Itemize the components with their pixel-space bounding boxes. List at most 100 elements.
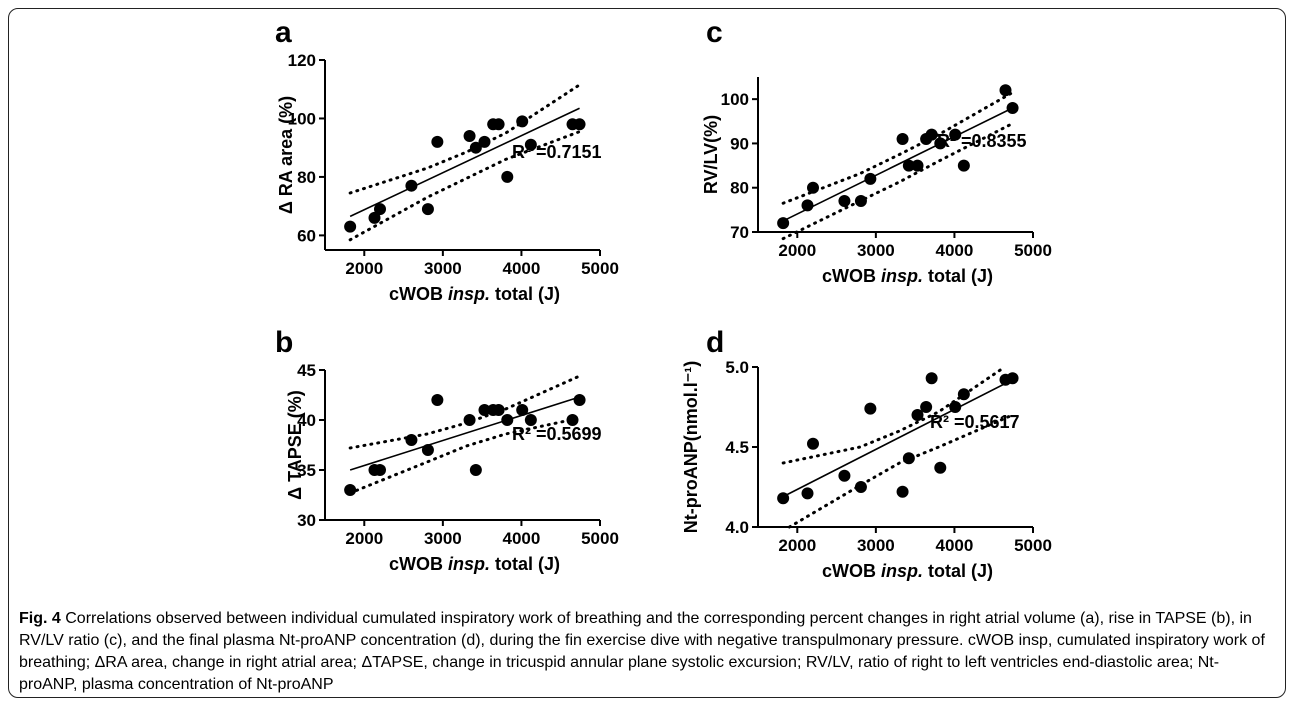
panel-letter-c: c — [706, 16, 723, 49]
data-point — [801, 487, 814, 500]
y-tick-label: 70 — [730, 223, 749, 242]
ci-lower-line — [348, 416, 582, 495]
ci-lower-line — [787, 413, 1015, 529]
data-point — [405, 434, 418, 446]
x-tick-label: 4000 — [503, 529, 541, 548]
data-point — [368, 211, 381, 224]
data-point — [516, 115, 529, 128]
data-point — [501, 170, 514, 183]
data-point — [344, 220, 357, 233]
regression-line — [349, 107, 580, 218]
x-axis-title: cWOB insp. total (J) — [389, 554, 560, 574]
data-point — [501, 414, 514, 426]
figure-frame — [8, 8, 1286, 698]
data-point — [421, 444, 434, 456]
y-axis-title: Nt-proANP(nmol.l⁻¹) — [681, 361, 701, 533]
panel-letter-d: d — [706, 326, 724, 359]
data-point — [463, 414, 476, 426]
data-point — [949, 401, 962, 413]
figure-caption: Fig. 4 Correlations observed between ind… — [19, 608, 1277, 696]
x-tick-label: 2000 — [778, 241, 816, 260]
ci-upper-line — [348, 83, 582, 195]
y-axis-title: Δ TAPSE (%) — [285, 390, 305, 500]
caption-text: Correlations observed between individual… — [19, 610, 1265, 693]
data-point — [854, 481, 867, 493]
r-squared-annotation: R² =0.8355 — [937, 131, 1027, 151]
ci-upper-line — [781, 91, 1015, 205]
data-point — [344, 484, 357, 496]
data-point — [478, 135, 491, 148]
y-axis-title: Δ RA area (%) — [276, 96, 296, 214]
y-tick-label: 4.0 — [725, 518, 749, 537]
regression-line — [349, 396, 580, 471]
x-axis-title: cWOB insp. total (J) — [822, 266, 993, 286]
x-tick-label: 4000 — [936, 536, 974, 555]
data-point — [999, 84, 1012, 97]
data-point — [492, 404, 505, 416]
data-point — [864, 172, 877, 185]
chart-panel-b: b 2000 3000 4000 5000 30 35 40 45 cWOB insp. tota… — [275, 326, 619, 574]
data-point — [573, 118, 586, 131]
y-tick-label: 100 — [288, 109, 316, 128]
regression-line — [782, 379, 1013, 498]
data-point — [492, 118, 505, 131]
y-tick-label: 90 — [730, 134, 749, 153]
data-point — [934, 137, 947, 150]
data-point — [777, 217, 790, 230]
data-point — [957, 388, 970, 401]
data-point — [469, 464, 482, 476]
data-point — [566, 414, 579, 426]
regression-line — [782, 107, 1013, 222]
data-point — [1006, 372, 1019, 385]
x-tick-label: 2000 — [345, 529, 383, 548]
x-tick-label: 3000 — [857, 536, 895, 555]
data-point — [777, 492, 790, 505]
ci-lower-line — [781, 122, 1015, 241]
panel-letter-b: b — [275, 326, 293, 359]
data-point — [957, 159, 970, 172]
data-point — [524, 414, 537, 426]
y-tick-label: 45 — [297, 361, 316, 380]
x-tick-label: 5000 — [1014, 241, 1052, 260]
data-point — [524, 138, 537, 151]
data-point — [431, 394, 444, 406]
caption-label: Fig. 4 — [19, 610, 61, 627]
data-point — [854, 195, 867, 207]
r-squared-annotation: R² =0.5617 — [930, 412, 1020, 432]
data-point — [838, 195, 851, 207]
data-point — [374, 464, 386, 476]
x-tick-label: 3000 — [424, 529, 462, 548]
data-point — [374, 203, 386, 216]
data-point — [925, 372, 938, 385]
data-point — [896, 133, 909, 145]
x-tick-label: 3000 — [857, 241, 895, 260]
y-tick-label: 4.5 — [725, 438, 749, 457]
x-tick-label: 3000 — [424, 259, 462, 278]
chart-panel-a: a 2000 3000 4000 5000 60 80 100 120 cWOB insp. to… — [275, 16, 619, 304]
data-point — [469, 141, 482, 154]
x-tick-label: 5000 — [581, 259, 619, 278]
y-axis-title: RV/LV(%) — [701, 115, 721, 194]
y-tick-label: 120 — [288, 51, 316, 70]
y-tick-label: 80 — [730, 179, 749, 198]
data-point — [911, 409, 924, 421]
data-point — [463, 130, 476, 142]
x-tick-label: 2000 — [778, 536, 816, 555]
data-point — [421, 203, 434, 216]
data-point — [902, 159, 915, 172]
chart-panel-d: d 2000 3000 4000 5000 4.0 4.5 5.0 cWOB insp. tot… — [681, 326, 1052, 581]
y-tick-label: 40 — [297, 411, 316, 430]
y-tick-label: 80 — [297, 168, 316, 187]
x-axis-title: cWOB insp. total (J) — [822, 561, 993, 581]
data-point — [920, 401, 933, 413]
data-point — [949, 128, 962, 141]
r-squared-annotation: R² =0.7151 — [512, 142, 602, 162]
chart-panel-c: c 2000 3000 4000 5000 70 80 90 100 cWOB insp. tot… — [701, 16, 1052, 286]
data-point — [807, 181, 819, 194]
x-axis-title: cWOB insp. total (J) — [389, 284, 560, 304]
y-tick-label: 100 — [721, 90, 749, 109]
figure-charts: a 2000 3000 4000 5000 60 80 100 120 cWOB insp. to… — [275, 16, 1052, 581]
data-point — [864, 402, 877, 415]
data-point — [516, 404, 529, 416]
data-point — [431, 135, 444, 148]
